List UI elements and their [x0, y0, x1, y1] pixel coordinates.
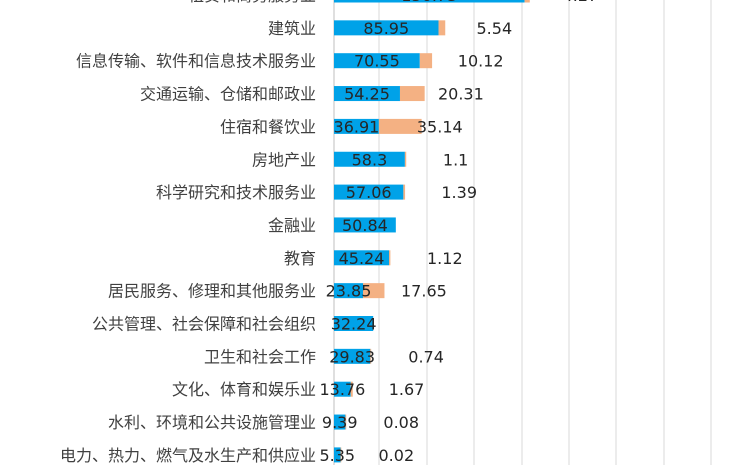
- data-label-series-2: 1.1: [443, 150, 468, 169]
- category-label: 交通运输、仓储和邮政业: [140, 85, 316, 104]
- data-label-series-2: 1.67: [389, 380, 425, 399]
- data-label-series-1: 23.85: [326, 282, 372, 301]
- data-label-series-1: 57.06: [346, 183, 392, 202]
- bar-segment-series-2: [345, 414, 347, 430]
- data-label-series-2: 17.65: [401, 282, 447, 301]
- bar-segment-series-1: [334, 0, 525, 3]
- bar-segment-series-2: [363, 283, 385, 299]
- data-label-series-1: 13.76: [319, 380, 365, 399]
- category-label: 房地产业: [252, 150, 316, 169]
- category-labels: 租赁和商务服务业建筑业信息传输、软件和信息技术服务业交通运输、仓储和邮政业住宿和…: [60, 0, 316, 465]
- bar-segment-series-2: [438, 20, 446, 36]
- category-label: 电力、热力、燃气及水生产和供应业: [60, 446, 316, 465]
- bar-segment-series-1: [334, 250, 390, 266]
- data-label-series-2: 20.31: [438, 85, 484, 104]
- bar-segment-series-1: [334, 348, 371, 364]
- data-label-series-1: 36.91: [334, 117, 380, 136]
- data-label-series-1: 156.73: [401, 0, 457, 5]
- category-label: 公共管理、社会保障和社会组织: [92, 315, 316, 334]
- data-label-series-2: 0.08: [383, 413, 419, 432]
- category-label: 信息传输、软件和信息技术服务业: [76, 52, 316, 71]
- data-label-series-1: 85.95: [363, 19, 409, 38]
- category-label: 住宿和餐饮业: [220, 117, 316, 136]
- data-label-series-1: 32.24: [331, 315, 377, 334]
- data-label-series-2: 1.12: [427, 249, 463, 268]
- category-label: 文化、体育和娱乐业: [172, 380, 316, 399]
- bar-segment-series-2: [350, 381, 353, 397]
- bar-segment-series-2: [370, 348, 372, 364]
- data-label-series-2: 5.54: [477, 19, 513, 38]
- category-label: 建筑业: [268, 19, 316, 38]
- value-labels: 156.73 4.27 85.95 5.54 70.55 10.12 54.25 20.31 3…: [319, 0, 598, 465]
- category-label: 租赁和商务服务业: [188, 0, 316, 5]
- data-label-series-2: 0.74: [408, 347, 444, 366]
- category-label: 卫生和社会工作: [204, 347, 316, 366]
- bar-segment-series-1: [334, 20, 439, 36]
- data-label-series-1: 54.25: [344, 85, 390, 104]
- data-label-series-2: 1.39: [441, 183, 477, 202]
- grid: [333, 0, 712, 465]
- data-label-series-2: 35.14: [417, 117, 463, 136]
- bar-segment-series-1: [334, 381, 351, 397]
- data-label-series-2: 0.02: [379, 446, 415, 465]
- bar-segment-series-2: [399, 86, 425, 102]
- bar-segment-series-1: [334, 447, 341, 463]
- bar-segment-series-1: [334, 184, 404, 200]
- bar-segment-series-1: [334, 86, 400, 102]
- bar-segment-series-2: [403, 184, 406, 200]
- bar-segment-series-2: [524, 0, 530, 3]
- data-label-series-1: 9.39: [322, 413, 358, 432]
- bar-segment-series-1: [334, 217, 396, 233]
- bar-segment-series-2: [340, 447, 342, 463]
- category-label: 科学研究和技术服务业: [156, 183, 316, 202]
- category-label: 金融业: [268, 216, 316, 235]
- category-label: 居民服务、修理和其他服务业: [108, 282, 316, 301]
- data-label-series-2: 10.12: [458, 52, 504, 71]
- bar-segment-series-1: [334, 316, 374, 331]
- data-label-series-1: 29.83: [329, 347, 375, 366]
- bar-segment-series-2: [389, 250, 391, 266]
- bar-segment-series-2: [378, 118, 422, 134]
- data-label-series-1: 70.55: [354, 52, 400, 71]
- bar-segment-series-1: [334, 414, 346, 430]
- bar-segment-series-1: [334, 53, 420, 69]
- bar-segment-series-1: [334, 151, 405, 167]
- category-label: 水利、环境和公共设施管理业: [108, 413, 316, 432]
- bar-segment-series-1: [334, 283, 364, 299]
- data-label-series-1: 45.24: [339, 249, 385, 268]
- bar-segment-series-2: [404, 151, 407, 167]
- bar-segment-series-2: [419, 53, 433, 69]
- bars: [334, 0, 530, 463]
- data-label-series-1: 50.84: [342, 216, 388, 235]
- data-label-series-1: 5.35: [319, 446, 355, 465]
- category-label: 教育: [284, 249, 316, 268]
- data-label-series-1: 58.3: [352, 150, 388, 169]
- data-label-series-2: 4.27: [563, 0, 599, 5]
- bar-segment-series-1: [334, 118, 379, 134]
